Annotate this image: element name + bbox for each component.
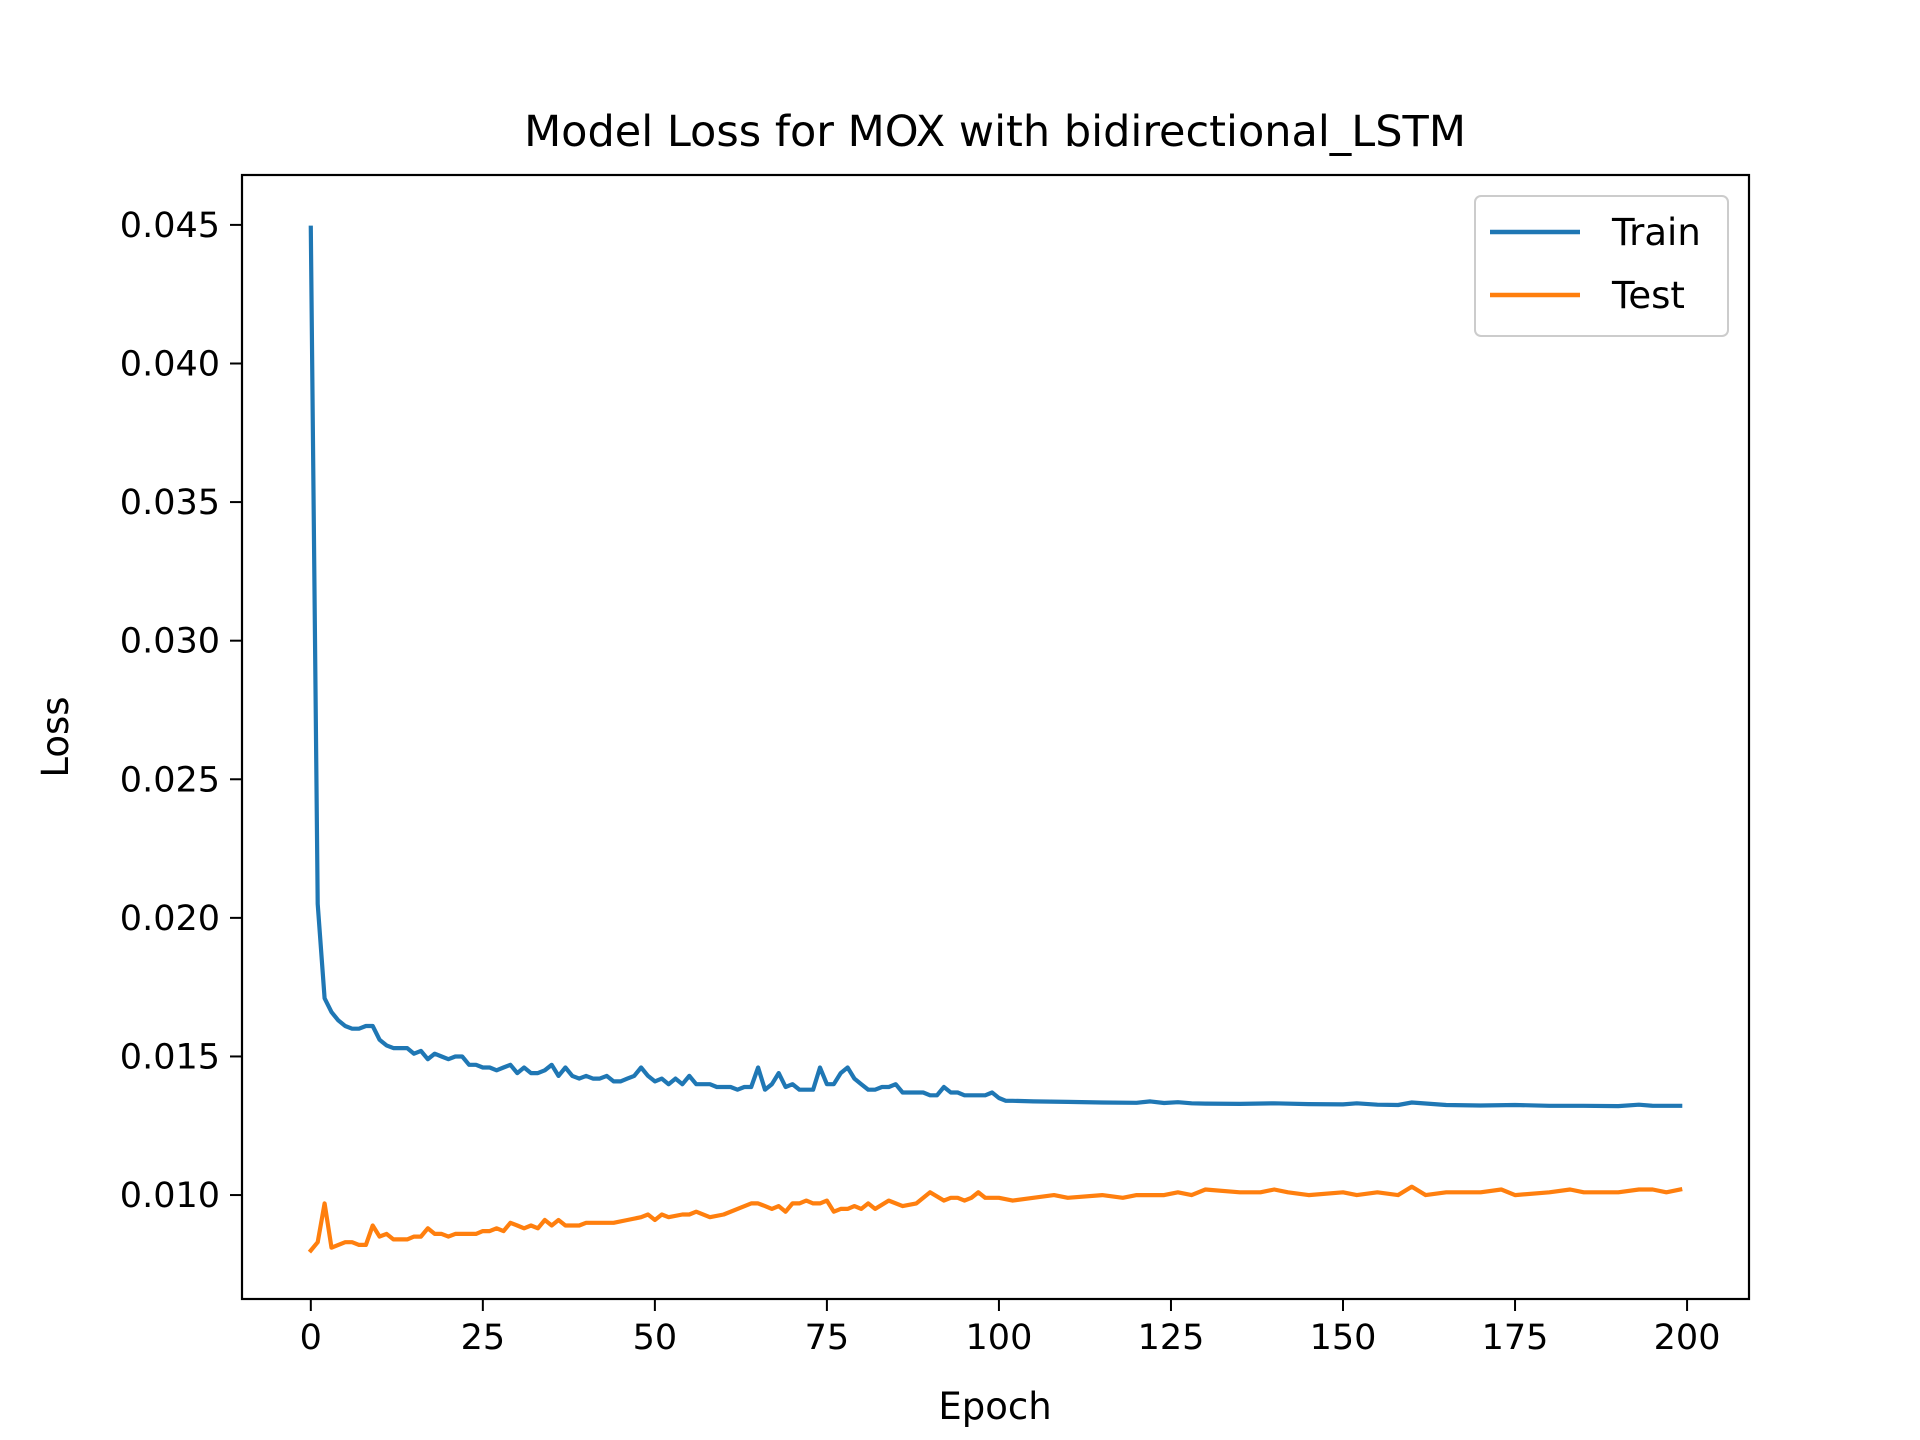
y-tick-label: 0.020: [120, 899, 220, 939]
x-axis-label: Epoch: [938, 1385, 1051, 1428]
legend: Train Test: [1474, 195, 1729, 337]
x-tick-label: 25: [461, 1318, 506, 1358]
y-tick-label: 0.035: [120, 483, 220, 523]
y-tick-label: 0.010: [120, 1176, 220, 1216]
y-tick-label: 0.030: [120, 622, 220, 662]
chart-title: Model Loss for MOX with bidirectional_LS…: [524, 107, 1466, 157]
x-tick-label: 50: [633, 1318, 678, 1358]
plot-frame: [240, 173, 1751, 1301]
x-tick-label: 0: [300, 1318, 322, 1358]
x-tick-label: 75: [805, 1318, 850, 1358]
legend-label-test: Test: [1611, 274, 1685, 317]
plot-lines: [307, 225, 1683, 1254]
x-tick-label: 200: [1654, 1318, 1721, 1358]
x-tick-label: 150: [1310, 1318, 1377, 1358]
x-tick-label: 100: [966, 1318, 1033, 1358]
series-line-train: [308, 225, 1683, 1109]
legend-label-train: Train: [1611, 211, 1701, 254]
series-line-test: [307, 1184, 1683, 1254]
y-axis-ticks: 0.010 0.015 0.020 0.025 0.030 0.035 0.040 0.045: [120, 206, 242, 1216]
y-tick-label: 0.040: [120, 344, 220, 384]
y-tick-label: 0.045: [120, 206, 220, 246]
y-tick-label: 0.025: [120, 760, 220, 800]
y-axis-label: Loss: [34, 696, 77, 777]
x-tick-label: 125: [1138, 1318, 1205, 1358]
y-tick-label: 0.015: [120, 1037, 220, 1077]
x-axis-ticks: 0 25 50 75 100 125 150 175 200: [300, 1299, 1721, 1358]
x-tick-label: 175: [1482, 1318, 1549, 1358]
